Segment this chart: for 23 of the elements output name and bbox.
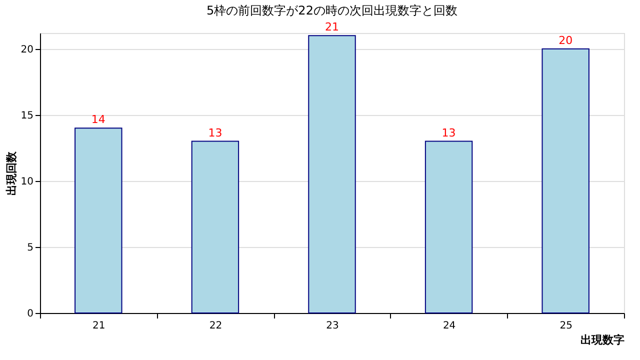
y-axis-title: 出現回数 — [4, 150, 18, 196]
data-label: 13 — [442, 126, 456, 140]
x-tick-label: 23 — [326, 320, 339, 332]
y-tick-label: 20 — [20, 44, 34, 56]
x-axis-title: 出現数字 — [580, 334, 624, 346]
bar — [308, 35, 356, 314]
data-label: 20 — [558, 34, 573, 47]
data-label: 13 — [208, 126, 222, 140]
y-tick-label: 0 — [27, 308, 34, 320]
chart-title: 5枠の前回数字が22の時の次回出現数字と回数 — [206, 4, 458, 18]
x-tick-label: 24 — [442, 320, 456, 332]
data-label: 14 — [91, 113, 106, 126]
bar — [424, 140, 473, 314]
x-tick-label: 21 — [92, 320, 106, 332]
bar — [542, 48, 590, 314]
y-tick-label: 10 — [20, 176, 34, 188]
data-label: 21 — [325, 20, 339, 34]
x-tick-label: 25 — [560, 320, 572, 332]
y-tick-label: 15 — [20, 110, 34, 122]
bar — [74, 128, 122, 314]
y-tick-label: 5 — [27, 242, 34, 254]
x-tick-label: 22 — [209, 320, 222, 332]
bar — [191, 140, 240, 314]
